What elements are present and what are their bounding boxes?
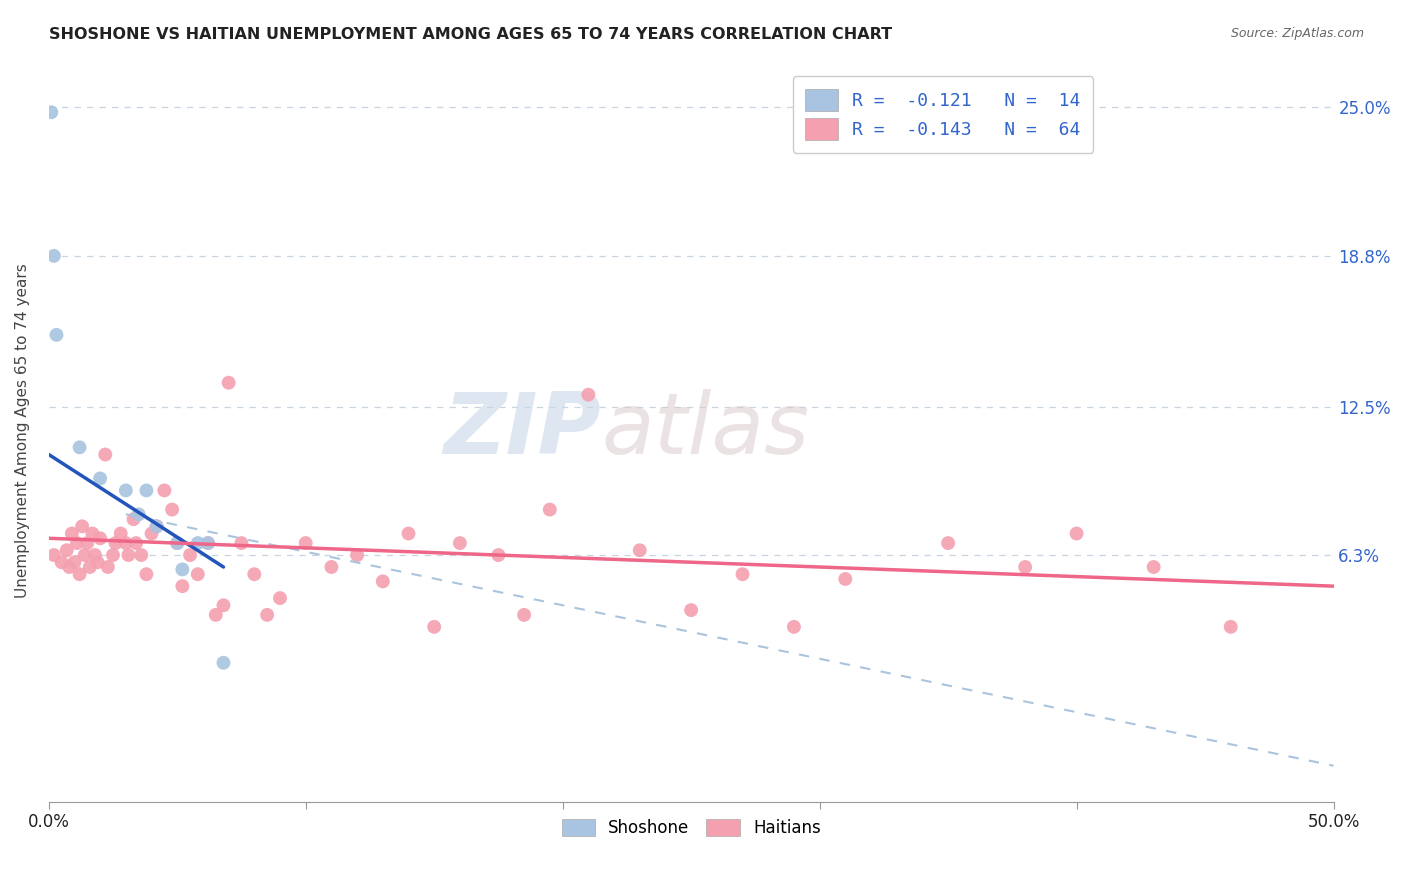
Point — [179, 548, 201, 562]
Point — [204, 607, 226, 622]
Point — [128, 508, 150, 522]
Point — [197, 536, 219, 550]
Point — [1219, 620, 1241, 634]
Point — [243, 567, 266, 582]
Point — [1014, 560, 1036, 574]
Point — [212, 599, 235, 613]
Point — [73, 548, 96, 562]
Point — [197, 536, 219, 550]
Point — [63, 555, 86, 569]
Point — [42, 548, 65, 562]
Point — [114, 483, 136, 498]
Point — [731, 567, 754, 582]
Y-axis label: Unemployment Among Ages 65 to 74 years: Unemployment Among Ages 65 to 74 years — [15, 263, 30, 598]
Point — [172, 562, 194, 576]
Point — [166, 536, 188, 550]
Point — [187, 567, 209, 582]
Point — [294, 536, 316, 550]
Point — [135, 567, 157, 582]
Point — [346, 548, 368, 562]
Point — [86, 555, 108, 569]
Point — [58, 560, 80, 574]
Point — [129, 548, 152, 562]
Point — [66, 536, 89, 550]
Point — [145, 519, 167, 533]
Text: SHOSHONE VS HAITIAN UNEMPLOYMENT AMONG AGES 65 TO 74 YEARS CORRELATION CHART: SHOSHONE VS HAITIAN UNEMPLOYMENT AMONG A… — [49, 27, 893, 42]
Point — [371, 574, 394, 589]
Point — [1066, 526, 1088, 541]
Point — [60, 526, 83, 541]
Point — [231, 536, 253, 550]
Point — [513, 607, 536, 622]
Point — [84, 548, 107, 562]
Point — [218, 376, 240, 390]
Point — [145, 519, 167, 533]
Point — [160, 502, 183, 516]
Point — [76, 536, 98, 550]
Point — [55, 543, 77, 558]
Point — [256, 607, 278, 622]
Point — [89, 471, 111, 485]
Point — [97, 560, 120, 574]
Point — [45, 327, 67, 342]
Point — [1143, 560, 1166, 574]
Point — [486, 548, 509, 562]
Point — [783, 620, 806, 634]
Point — [834, 572, 856, 586]
Point — [166, 536, 188, 550]
Text: ZIP: ZIP — [443, 389, 602, 472]
Point — [110, 526, 132, 541]
Point — [449, 536, 471, 550]
Point — [41, 105, 63, 120]
Point — [70, 519, 93, 533]
Point — [141, 526, 163, 541]
Point — [321, 560, 343, 574]
Point — [42, 249, 65, 263]
Point — [212, 656, 235, 670]
Point — [153, 483, 176, 498]
Point — [538, 502, 561, 516]
Point — [89, 531, 111, 545]
Point — [101, 548, 124, 562]
Text: Source: ZipAtlas.com: Source: ZipAtlas.com — [1230, 27, 1364, 40]
Point — [936, 536, 959, 550]
Point — [51, 555, 73, 569]
Point — [576, 387, 599, 401]
Point — [269, 591, 291, 606]
Point — [117, 548, 139, 562]
Point — [122, 512, 145, 526]
Point — [135, 483, 157, 498]
Text: atlas: atlas — [602, 389, 810, 472]
Point — [114, 536, 136, 550]
Point — [69, 567, 91, 582]
Point — [423, 620, 446, 634]
Point — [628, 543, 651, 558]
Point — [398, 526, 420, 541]
Point — [94, 448, 117, 462]
Point — [172, 579, 194, 593]
Point — [79, 560, 101, 574]
Point — [104, 536, 127, 550]
Point — [82, 526, 104, 541]
Point — [69, 441, 91, 455]
Legend: Shoshone, Haitians: Shoshone, Haitians — [554, 810, 830, 846]
Point — [187, 536, 209, 550]
Point — [125, 536, 148, 550]
Point — [681, 603, 703, 617]
